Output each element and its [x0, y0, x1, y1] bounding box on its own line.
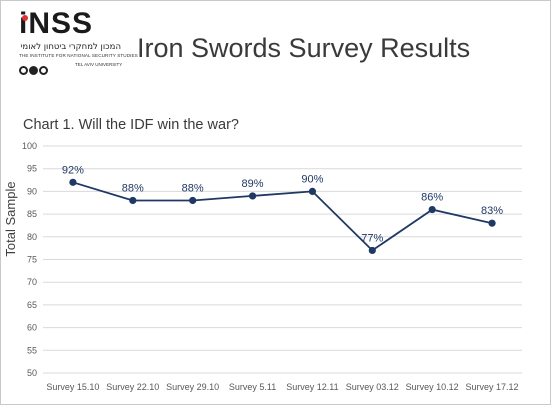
y-tick-label: 75 — [27, 255, 37, 265]
y-tick-label: 90 — [27, 186, 37, 196]
y-tick-label: 95 — [27, 164, 37, 174]
y-tick-label: 80 — [27, 232, 37, 242]
data-point — [428, 205, 436, 214]
series-line — [72, 181, 493, 252]
y-tick-label: 100 — [22, 141, 37, 151]
y-tick-label: 70 — [27, 277, 37, 287]
grid-lines — [43, 145, 522, 374]
data-label: 88% — [122, 182, 144, 194]
data-label: 92% — [62, 164, 84, 176]
x-axis-ticks: Survey 15.10 Survey 22.10 Survey 29.10 Surv… — [46, 382, 518, 392]
x-tick-label: Survey 5.11 — [229, 382, 276, 392]
data-points — [69, 178, 496, 255]
logo-hebrew-text: המכון למחקרי ביטחון לאומי — [20, 42, 121, 52]
y-tick-label: 50 — [27, 368, 37, 378]
data-point — [488, 219, 496, 227]
data-point — [248, 192, 257, 200]
data-point — [368, 246, 376, 255]
data-point — [69, 178, 77, 186]
data-label: 88% — [182, 182, 204, 194]
logo-english-text: THE INSTITUTE FOR NATIONAL SECURITY STUD… — [19, 53, 138, 58]
x-tick-label: Survey 12.11 — [286, 382, 338, 392]
chart-title: Chart 1. Will the IDF win the war? — [23, 117, 239, 133]
y-axis-ticks: 50 55 60 65 70 75 80 85 90 95 100 — [22, 141, 37, 378]
y-axis-label: Total Sample — [3, 181, 18, 256]
y-tick-label: 60 — [27, 323, 37, 333]
data-point — [189, 196, 197, 205]
x-tick-label: Survey 15.10 — [46, 382, 99, 392]
logo-wordmark: iNSS — [19, 7, 94, 40]
x-tick-label: Survey 10.12 — [406, 382, 459, 392]
y-tick-label: 55 — [27, 345, 37, 355]
data-label: 83% — [481, 205, 503, 217]
logo-red-dot — [22, 15, 28, 21]
x-tick-label: Survey 17.12 — [466, 382, 519, 392]
y-tick-label: 65 — [27, 300, 37, 310]
page-title: Iron Swords Survey Results — [137, 33, 471, 63]
x-tick-label: Survey 03.12 — [346, 382, 399, 392]
data-point — [129, 196, 137, 205]
x-tick-label: Survey 29.10 — [166, 382, 219, 392]
x-tick-label: Survey 22.10 — [106, 382, 159, 392]
data-labels: 92% 88% 88% 89% 90% 77% 86% 83% — [62, 164, 503, 244]
logo-circles-icon — [19, 62, 49, 80]
data-label: 86% — [421, 192, 443, 204]
data-point — [308, 187, 317, 195]
data-label: 77% — [361, 232, 383, 244]
data-label: 89% — [242, 178, 264, 190]
y-tick-label: 85 — [27, 209, 37, 219]
data-label: 90% — [301, 173, 323, 185]
logo-university-text: TEL AVIV UNIVERSITY — [75, 62, 123, 67]
inss-logo: iNSS המכון למחקרי ביטחון לאומי THE INSTI… — [19, 9, 138, 80]
